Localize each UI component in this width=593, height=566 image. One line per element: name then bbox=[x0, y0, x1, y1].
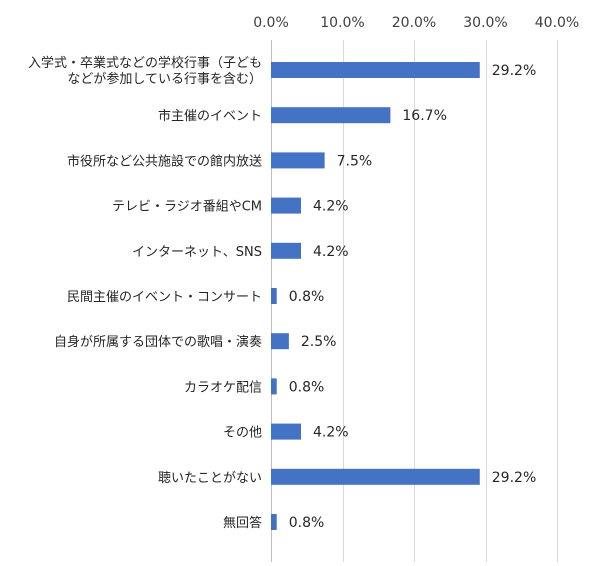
category-label: などが参加している行事を含む） bbox=[67, 71, 262, 87]
bar bbox=[271, 107, 391, 124]
category-label: 聴いたことがない bbox=[158, 471, 262, 486]
category-label: 入学式・卒業式などの学校行事（子ども bbox=[28, 55, 262, 71]
bar bbox=[271, 288, 277, 304]
bar bbox=[271, 423, 302, 440]
bar bbox=[271, 378, 277, 395]
data-label: 7.5% bbox=[337, 153, 373, 169]
data-label: 0.8% bbox=[289, 515, 325, 531]
bar bbox=[271, 514, 277, 530]
category-label: 無回答 bbox=[223, 515, 262, 531]
bar bbox=[271, 152, 325, 169]
data-label: 0.8% bbox=[289, 379, 325, 395]
data-label: 29.2% bbox=[492, 470, 536, 486]
data-label: 2.5% bbox=[301, 334, 337, 350]
bar bbox=[271, 197, 302, 214]
x-axis-ticks: 0.0% 10.0% 20.0% 30.0% 40.0% bbox=[253, 15, 579, 31]
x-tick-label: 0.0% bbox=[253, 15, 289, 31]
category-label: 自身が所属する団体での歌唱・演奏 bbox=[54, 334, 262, 350]
bar bbox=[271, 468, 480, 485]
category-label: その他 bbox=[223, 426, 262, 441]
category-label: 市役所など公共施設での館内放送 bbox=[67, 153, 262, 169]
data-label: 16.7% bbox=[402, 108, 446, 124]
category-label: 民間主催のイベント・コンサート bbox=[67, 290, 262, 305]
value-labels: 29.2% 16.7% 7.5% 4.2% 4.2% 0.8% 2.5% 0.8% 4.2% 29… bbox=[289, 63, 537, 531]
x-tick-label: 10.0% bbox=[320, 15, 364, 31]
data-label: 4.2% bbox=[313, 425, 349, 441]
category-label: インターネット、SNS bbox=[132, 245, 262, 260]
category-label: カラオケ配信 bbox=[184, 380, 262, 395]
bar bbox=[271, 242, 302, 259]
data-label: 29.2% bbox=[492, 63, 536, 79]
bar bbox=[271, 333, 289, 350]
bars bbox=[271, 62, 480, 530]
category-label: 市主催のイベント bbox=[158, 108, 262, 124]
category-label: テレビ・ラジオ番組やCM bbox=[112, 200, 262, 215]
x-tick-label: 30.0% bbox=[463, 15, 507, 31]
x-tick-label: 40.0% bbox=[535, 15, 579, 31]
x-tick-label: 20.0% bbox=[392, 15, 436, 31]
data-label: 4.2% bbox=[313, 244, 349, 260]
bar bbox=[271, 62, 480, 78]
data-label: 0.8% bbox=[289, 289, 325, 305]
data-label: 4.2% bbox=[313, 199, 349, 215]
